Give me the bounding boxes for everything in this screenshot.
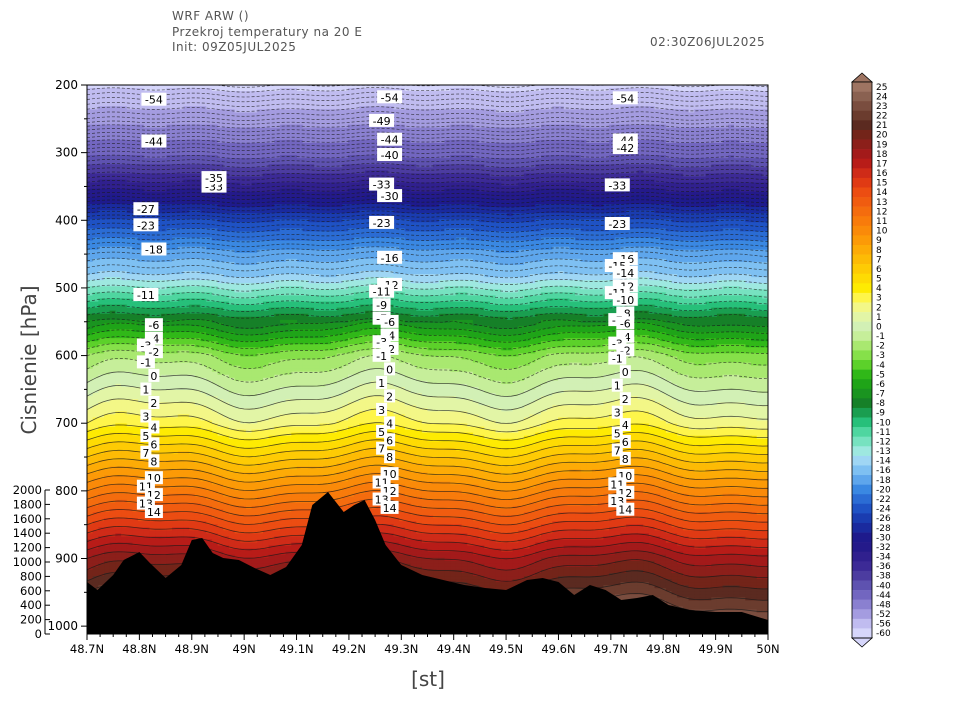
cross-section-chart: -54-44-27-23-18-11-6-4-3-2-1012345678101…	[0, 0, 960, 720]
